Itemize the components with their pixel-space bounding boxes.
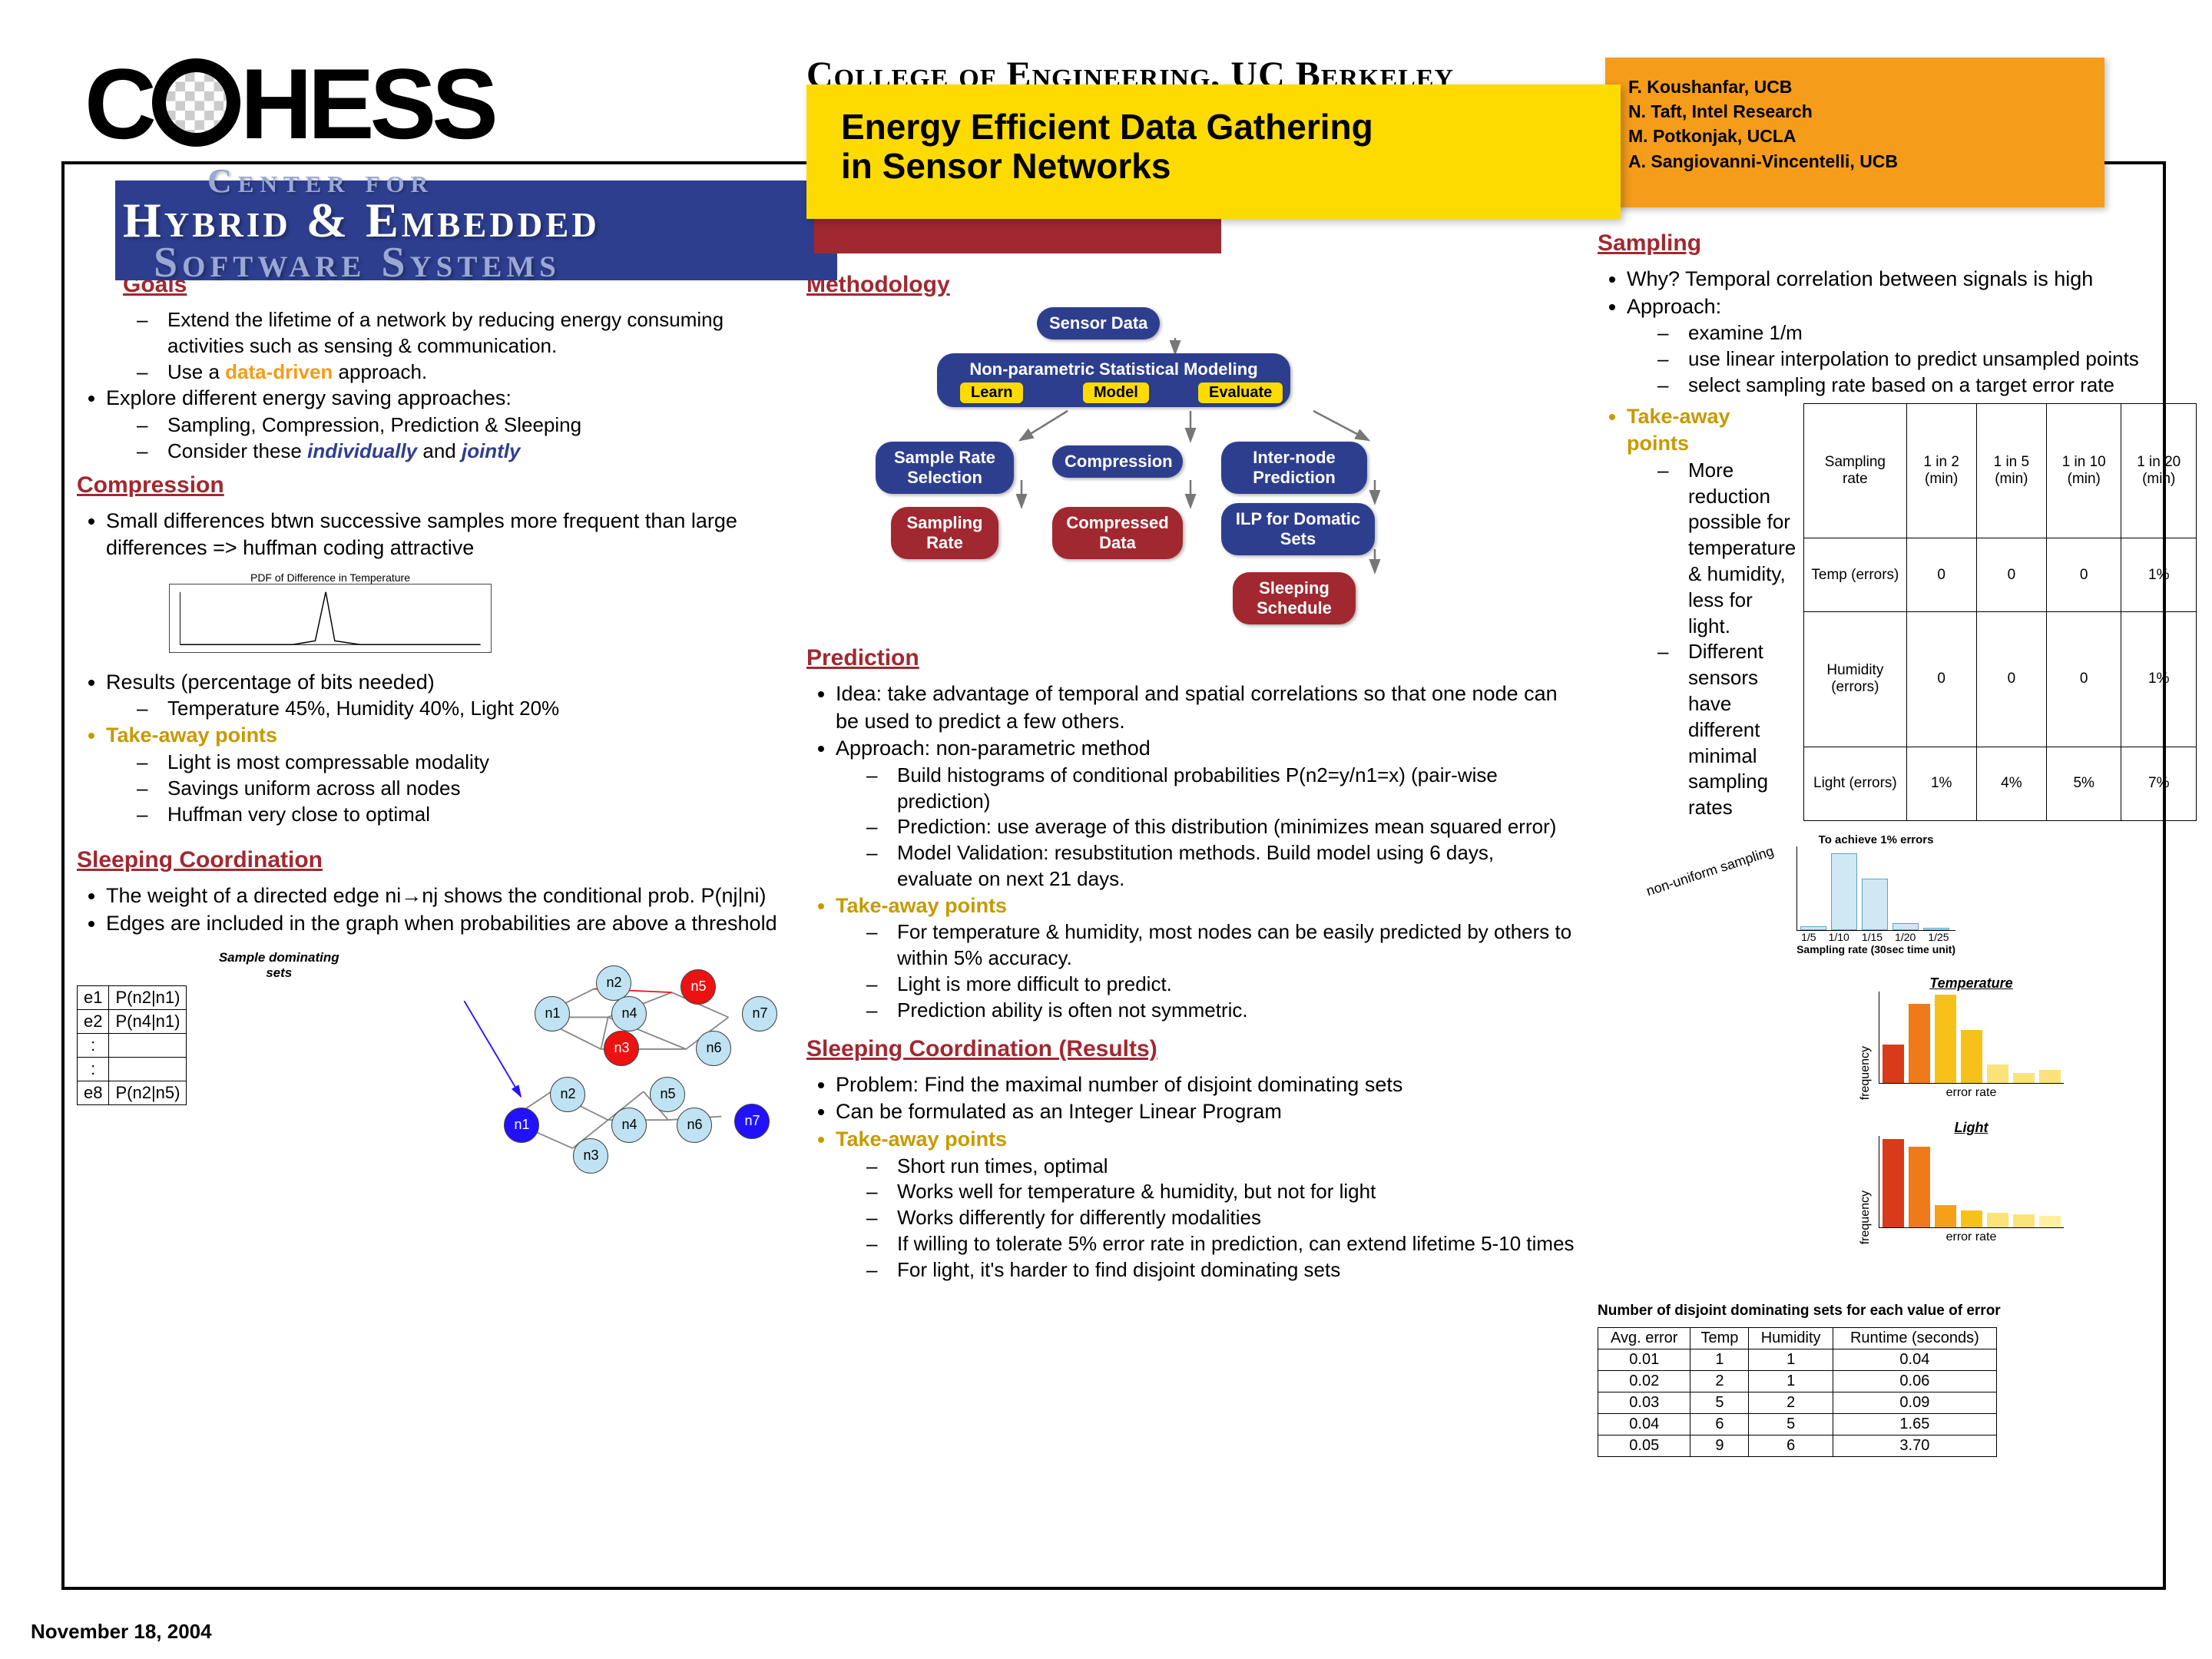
sleeping-results-heading: Sleeping Coordination (Results) (806, 1036, 1575, 1062)
temp-error-chart: frequency Temperature error rate (1859, 975, 2197, 1100)
compression-heading: Compression (77, 472, 783, 498)
light-error-chart: frequency Light error rate (1859, 1120, 2197, 1244)
sampling-heading: Sampling (1598, 230, 2197, 257)
edge-prob-table: e1P(n2|n1) e2P(n4|n1) : : e8P(n2|n5) (77, 985, 187, 1105)
methodology-flowchart: Sensor Data Non-parametric Statistical M… (806, 307, 1575, 637)
methodology-heading: Methodology (806, 272, 1575, 298)
subtitle-3: Software Systems (154, 238, 561, 287)
dom-sets-table: Avg. errorTemp HumidityRuntime (seconds)… (1598, 1327, 1997, 1457)
title-box: Energy Efficient Data Gathering in Senso… (806, 84, 1621, 219)
right-column: Sampling Why? Temporal correlation betwe… (1598, 269, 2197, 1575)
pdf-diff-chart: PDF of Difference in Temperature (169, 571, 492, 657)
prediction-heading: Prediction (806, 645, 1575, 671)
dominating-set-graph: n1n2n3n4n5n6n7n1n2n3n4n5n6n7 (358, 950, 783, 1165)
middle-column: Methodology Sensor Data Non-parametric S… (806, 269, 1575, 1575)
logo: CHESS (84, 46, 494, 161)
sampling-histogram: non-uniform sampling To achieve 1% error… (1659, 833, 2197, 955)
poster-header: CHESS College of Engineering, UC Berkele… (31, 23, 2181, 230)
poster-date: November 18, 2004 (31, 1620, 212, 1644)
sleeping-heading: Sleeping Coordination (77, 847, 783, 873)
sampling-error-table: Sampling rate1 in 2 (min) 1 in 5 (min)1 … (1803, 403, 2197, 821)
authors-box: F. Koushanfar, UCB N. Taft, Intel Resear… (1605, 58, 2104, 207)
left-column: Goals Extend the lifetime of a network b… (77, 269, 783, 1575)
